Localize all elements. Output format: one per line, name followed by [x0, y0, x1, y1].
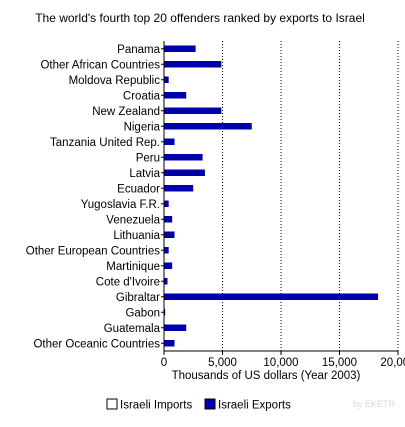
watermark: by EKETR [353, 399, 396, 409]
x-tick-label-0: 0 [161, 357, 167, 369]
category-label-3: Croatia [123, 90, 161, 102]
bar-exports-10 [164, 200, 169, 207]
category-label-13: Other European Countries [26, 245, 160, 257]
category-label-17: Gabon [125, 307, 160, 319]
bar-exports-18 [164, 324, 187, 331]
x-ticks: 0 5,000 10,000 15,000 20,000 [161, 351, 405, 369]
x-tick-label-4: 20,000 [380, 357, 405, 369]
legend-label-1: Israeli Exports [218, 400, 291, 412]
chart-title: The world's fourth top 20 offenders rank… [35, 11, 365, 25]
gridlines [222, 41, 399, 351]
bar-exports-15 [164, 278, 168, 285]
bar-exports-16 [164, 293, 379, 300]
category-label-19: Other Oceanic Countries [33, 338, 160, 350]
bar-exports-17 [164, 309, 166, 316]
bar-exports-19 [164, 340, 175, 347]
category-label-4: New Zealand [92, 106, 160, 118]
legend-swatch-0 [106, 398, 118, 410]
legend-label-0: Israeli Imports [120, 400, 192, 412]
bar-exports-13 [164, 247, 169, 254]
bar-exports-2 [164, 76, 169, 83]
category-label-11: Venezuela [106, 214, 160, 226]
category-label-16: Gibraltar [116, 292, 160, 304]
category-label-10: Yugoslavia F.R. [81, 199, 160, 211]
bar-exports-12 [164, 231, 175, 238]
x-tick-label-1: 5,000 [208, 357, 237, 369]
x-tick-label-2: 10,000 [263, 357, 298, 369]
bar-exports-3 [164, 92, 187, 99]
category-label-6: Tanzania United Rep. [50, 137, 160, 149]
category-label-18: Guatemala [104, 323, 161, 335]
bar-exports-6 [164, 138, 175, 145]
category-label-7: Peru [136, 152, 160, 164]
category-label-15: Cote d'Ivoire [96, 276, 160, 288]
bar-exports-4 [164, 107, 222, 114]
bar-exports-5 [164, 123, 252, 130]
bars [164, 45, 379, 347]
category-label-5: Nigeria [124, 121, 161, 133]
bar-exports-9 [164, 185, 194, 192]
category-label-8: Latvia [129, 168, 160, 180]
axes [163, 41, 398, 352]
category-label-14: Martinique [106, 261, 160, 273]
category-label-2: Moldova Republic [69, 75, 161, 87]
legend-swatch-1 [204, 398, 216, 410]
bar-exports-8 [164, 169, 205, 176]
category-label-0: Panama [117, 44, 160, 56]
category-labels: Panama Other African Countries Moldova Rep… [26, 44, 164, 350]
category-label-9: Ecuador [117, 183, 160, 195]
x-axis-title: Thousands of US dollars (Year 2003) [172, 370, 361, 382]
bar-exports-7 [164, 154, 203, 161]
legend: Israeli Imports Israeli Exports [106, 398, 291, 412]
category-label-1: Other African Countries [40, 59, 160, 71]
bar-exports-11 [164, 216, 173, 223]
bar-exports-14 [164, 262, 173, 269]
category-label-12: Lithuania [113, 230, 160, 242]
bar-exports-0 [164, 45, 196, 52]
bar-exports-1 [164, 61, 222, 68]
x-tick-label-3: 15,000 [322, 357, 357, 369]
